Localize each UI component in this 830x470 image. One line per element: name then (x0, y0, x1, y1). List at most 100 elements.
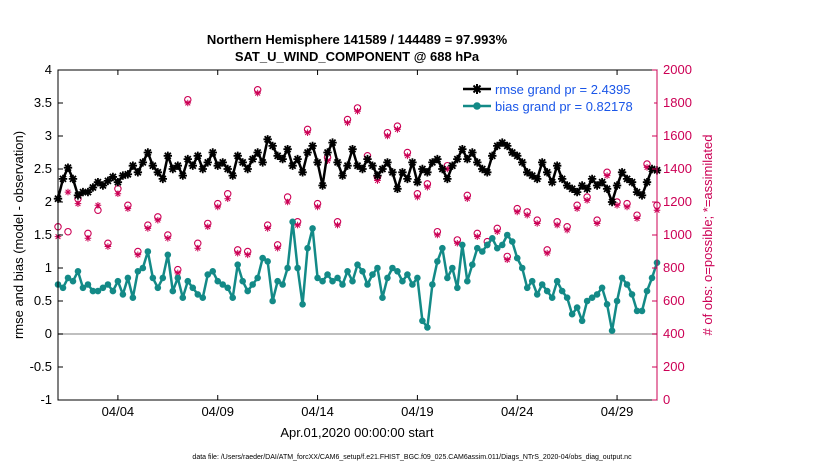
bias-point (488, 235, 496, 242)
y2-tick-label: 1200 (663, 194, 692, 209)
obs-assimilated-point (134, 251, 142, 259)
bias-point (593, 291, 601, 298)
rmse-point (143, 148, 153, 157)
bias-point (648, 274, 656, 282)
rmse-point (168, 164, 178, 174)
x-tick-label: 04/09 (201, 404, 234, 419)
bias-point (334, 274, 341, 282)
bias-point (209, 268, 217, 275)
bias-point (399, 277, 406, 285)
bias-point (598, 284, 606, 292)
y-tick-label: -0.5 (30, 359, 52, 374)
rmse-point (153, 168, 163, 177)
bias-point (194, 291, 202, 298)
obs-assimilated-point (304, 129, 311, 136)
rmse-point (353, 161, 362, 170)
rmse-point (373, 171, 382, 180)
obs-assimilated-point (214, 203, 222, 211)
obs-assimilated-point (623, 203, 631, 211)
bias-point (139, 264, 147, 272)
rmse-point (547, 178, 557, 187)
rmse-point (88, 183, 98, 192)
data-file-footer: data file: /Users/raeder/DAI/ATM_forcXX/… (192, 454, 632, 461)
obs-assimilated-point (354, 107, 361, 115)
bias-point (349, 277, 356, 285)
obs-assimilated-point (464, 195, 471, 202)
rmse-point (617, 168, 627, 177)
legend-rmse-marker (472, 84, 482, 94)
rmse-point (537, 158, 547, 167)
y-tick-label: -1 (40, 392, 52, 407)
y-axis-label: rmse and bias (model - observation) (11, 131, 26, 339)
legend-rmse-label: rmse grand pr = 2.4395 (495, 82, 631, 97)
bias-point (114, 277, 122, 285)
obs-assimilated-point (474, 233, 481, 240)
rmse-point (198, 164, 207, 174)
bias-point (394, 268, 401, 275)
rmse-point (468, 148, 477, 157)
rmse-point (93, 178, 103, 187)
rmse-point (83, 187, 93, 197)
rmse-point (513, 151, 522, 160)
obs-assimilated-point (74, 200, 82, 207)
obs-assimilated-point (643, 164, 651, 171)
rmse-point (343, 161, 352, 170)
rmse-point (208, 148, 217, 157)
bias-point (279, 281, 286, 288)
bias-point (289, 218, 296, 226)
bias-point (204, 271, 212, 278)
obs-assimilated-point (613, 202, 621, 209)
obs-assimilated-point (124, 205, 132, 212)
rmse-point (398, 168, 407, 177)
obs-assimilated-point (414, 193, 421, 201)
bias-point (144, 248, 152, 255)
bias-point (59, 284, 67, 292)
bias-point (224, 284, 232, 292)
obs-assimilated-point (234, 249, 241, 257)
rmse-point (572, 187, 582, 197)
rmse-point (363, 154, 372, 164)
bias-point (608, 327, 616, 335)
rmse-point (203, 158, 212, 167)
rmse-point (223, 164, 232, 174)
obs-assimilated-point (633, 215, 641, 222)
rmse-point (388, 168, 397, 177)
rmse-point (443, 174, 452, 184)
rmse-point (233, 151, 242, 160)
rmse-point (438, 164, 447, 174)
y-tick-label: 2.5 (34, 161, 52, 176)
y2-axis-label: # of obs: o=possible; *=assimilated (700, 135, 715, 336)
bias-point (439, 244, 446, 252)
bias-point (513, 254, 521, 262)
rmse-point (413, 178, 422, 187)
rmse-point (533, 174, 542, 184)
rmse-point (228, 171, 237, 180)
rmse-point (518, 158, 527, 167)
rmse-point (248, 154, 257, 164)
rmse-point (328, 138, 337, 147)
bias-point (99, 284, 107, 292)
bias-point (523, 284, 531, 292)
bias-point (164, 251, 172, 259)
rmse-point (403, 174, 412, 184)
x-tick-label: 04/24 (501, 404, 534, 419)
rmse-point (183, 154, 192, 164)
bias-point (384, 274, 391, 282)
bias-point (294, 264, 301, 272)
rmse-point (148, 161, 158, 170)
bias-point (309, 225, 316, 232)
rmse-point (453, 154, 462, 164)
rmse-point (508, 148, 517, 157)
bias-point (633, 307, 641, 315)
rmse-point (253, 148, 262, 157)
bias-point (573, 304, 581, 311)
rmse-point (577, 181, 587, 190)
rmse-point (448, 161, 457, 170)
bias-point (434, 258, 441, 265)
bias-point (64, 274, 72, 282)
bias-point (444, 274, 451, 282)
y-tick-label: 0.5 (34, 293, 52, 308)
bias-point (214, 277, 222, 285)
rmse-point (463, 154, 472, 164)
rmse-point (258, 158, 267, 167)
